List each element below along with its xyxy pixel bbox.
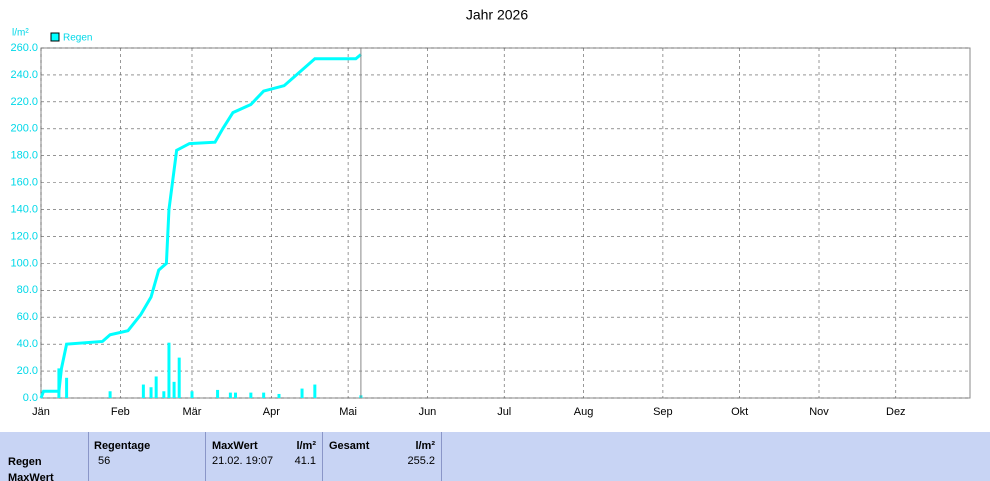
y-tick-label: 60.0 [17,311,38,323]
cell: 255.2 [407,455,435,467]
x-tick-label: Okt [731,406,748,418]
header: l/m² [296,440,316,452]
plot-frame [40,47,971,399]
cell: 56 [98,455,111,467]
y-tick-label: 260.0 [10,42,38,54]
row-label: Regen [8,456,42,468]
y-unit: l/m² [12,28,29,39]
col-gesamt: Gesamt l/m² 255.2 [323,432,442,481]
x-tick-label: Feb [111,406,130,418]
y-tick-label: 240.0 [10,69,38,81]
chart: Jahr 2026 l/m² Regen 0.0 20.0 40.0 60.0 80.0… [10,7,971,418]
x-tick-label: Aug [574,406,594,418]
x-tick-label: Dez [886,406,906,418]
legend-swatch [50,32,60,42]
cell: 21.02. 19:07 [212,455,274,467]
col-regentage: Regentage 56 [89,432,206,481]
y-tick-label: 0.0 [23,392,38,404]
y-tick-label: 140.0 [10,203,38,215]
chart-title: Jahr 2026 [466,7,528,23]
row-labels: Regen MaxWert [0,432,89,481]
x-tick-label: Mär [183,406,202,418]
y-tick-label: 180.0 [10,150,38,162]
cell: 41.1 [294,455,316,467]
x-tick-label: Jul [497,406,511,418]
header: Gesamt [329,440,370,452]
x-tick-label: Nov [809,406,829,418]
header: MaxWert [212,440,258,452]
row-label: MaxWert [8,472,54,481]
x-tick-label: Jun [419,406,437,418]
x-tick-label: Jän [32,406,50,418]
header: l/m² [415,440,435,452]
header: Regentage [94,440,151,452]
y-tick-label: 80.0 [17,284,38,296]
summary-table: Regen MaxWert Regentage 56 MaxWert l/m² … [0,432,990,481]
legend-label: Regen [63,33,92,44]
y-tick-label: 220.0 [10,96,38,108]
y-tick-label: 100.0 [10,257,38,269]
y-tick-label: 160.0 [10,177,38,189]
x-tick-label: Apr [263,406,280,418]
y-tick-label: 20.0 [17,365,38,377]
col-maxwert: MaxWert l/m² 21.02. 19:07 41.1 [206,432,323,481]
y-tick-label: 120.0 [10,230,38,242]
x-tick-label: Mai [339,406,357,418]
y-tick-label: 200.0 [10,123,38,135]
cumulative-line [39,53,362,399]
x-tick-label: Sep [653,406,673,418]
y-tick-label: 40.0 [17,338,38,350]
